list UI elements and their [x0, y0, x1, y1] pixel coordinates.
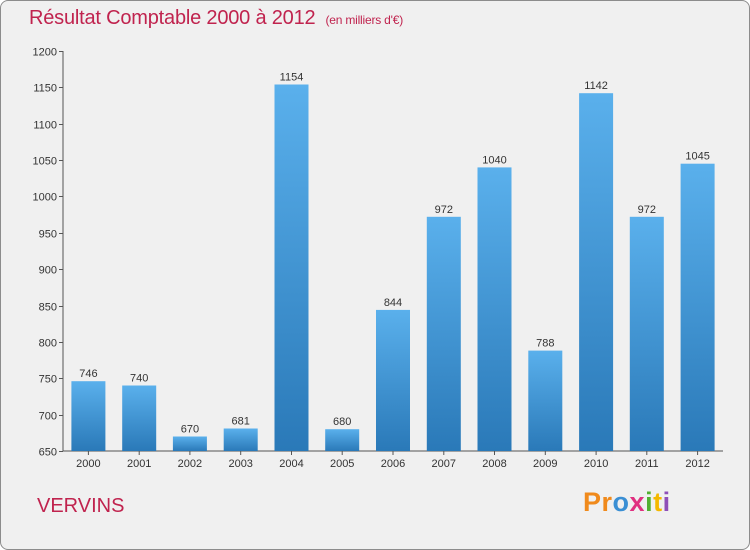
bar [528, 350, 563, 451]
bar [376, 309, 410, 451]
x-tick-label: 2011 [635, 458, 659, 470]
x-tick-label: 2004 [279, 458, 303, 470]
y-tick-label: 850 [39, 302, 57, 314]
bar [325, 429, 360, 451]
bar [274, 84, 309, 451]
bar [426, 216, 461, 451]
x-tick-label: 2002 [178, 458, 202, 470]
x-tick-label: 2009 [533, 458, 557, 470]
bar [579, 93, 614, 451]
x-tick-label: 2007 [432, 458, 456, 470]
data-label: 740 [130, 373, 148, 385]
bar [71, 381, 106, 451]
y-tick-label: 750 [39, 374, 57, 386]
y-tick-label: 1150 [33, 83, 57, 95]
data-label: 1142 [584, 80, 608, 92]
bar [680, 163, 715, 451]
x-tick-label: 2010 [584, 458, 608, 470]
x-tick-label: 2003 [228, 458, 252, 470]
data-label: 670 [181, 424, 199, 436]
y-tick-label: 1200 [33, 47, 57, 59]
bar [172, 436, 207, 451]
x-tick-label: 2001 [127, 458, 151, 470]
data-label: 1045 [685, 151, 709, 163]
y-tick-label: 1100 [33, 120, 57, 132]
x-tick-label: 2005 [330, 458, 354, 470]
data-label: 1040 [482, 154, 506, 166]
data-label: 680 [333, 416, 351, 428]
data-label: 972 [638, 204, 656, 216]
data-label: 681 [232, 416, 250, 428]
data-label: 972 [435, 204, 453, 216]
data-label: 1154 [280, 72, 304, 84]
data-label: 844 [384, 297, 402, 309]
data-label: 788 [536, 338, 554, 350]
chart-title: Résultat Comptable 2000 à 2012 (en millie… [29, 7, 403, 30]
x-tick-label: 2008 [482, 458, 506, 470]
chart-title-text: Résultat Comptable 2000 à 2012 [29, 7, 316, 29]
bar [122, 385, 157, 451]
y-tick-label: 1050 [33, 156, 57, 168]
commune-name: VERVINS [37, 495, 125, 517]
x-tick-label: 2006 [381, 458, 405, 470]
bar [477, 167, 512, 451]
y-tick-label: 800 [39, 338, 57, 350]
bar [223, 428, 258, 451]
chart-subtitle: (en milliers d'€) [325, 13, 404, 27]
y-tick-label: 1000 [33, 192, 57, 204]
x-tick-label: 2012 [685, 458, 709, 470]
y-tick-label: 950 [39, 229, 57, 241]
y-tick-label: 700 [39, 411, 57, 423]
proxiti-logo: Proxiti [583, 487, 671, 517]
bar [629, 216, 664, 451]
x-tick-label: 2000 [76, 458, 100, 470]
y-tick-label: 900 [39, 265, 57, 277]
data-label: 746 [79, 368, 97, 380]
y-tick-label: 650 [39, 447, 57, 459]
